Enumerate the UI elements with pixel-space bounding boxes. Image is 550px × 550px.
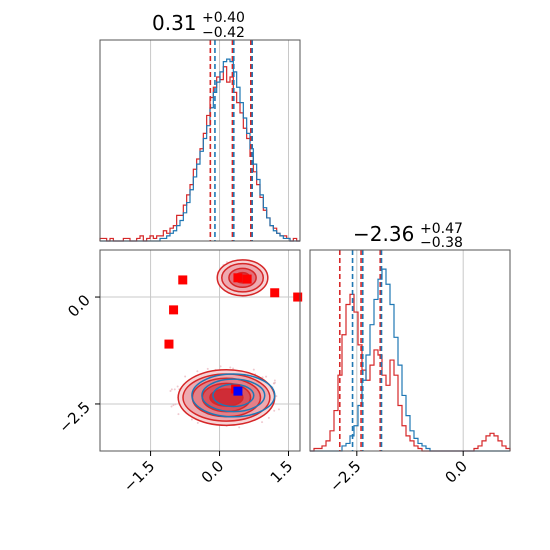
x-tick-label: 0.0 (441, 457, 471, 487)
red-marker (242, 274, 252, 284)
blue-contour (201, 378, 266, 413)
scatter-point (196, 421, 199, 424)
scatter-point (267, 416, 270, 419)
scatter-point (273, 379, 276, 382)
scatter-point (170, 405, 173, 408)
red-marker (293, 292, 303, 302)
y-tick-label: 0.0 (64, 291, 94, 321)
histogram-param2-panel (309, 249, 511, 452)
param1-title: 0.31 (152, 11, 197, 35)
param1-title-lower: −0.42 (202, 25, 245, 41)
scatter-point (170, 388, 173, 391)
red-marker (164, 339, 174, 349)
scatter-point (277, 408, 280, 411)
param2-title-upper: +0.47 (420, 221, 463, 237)
red-marker (233, 273, 243, 283)
scatter-point (232, 367, 235, 370)
x-tick-label: −1.5 (120, 457, 158, 495)
scatter-point (173, 388, 176, 391)
joint-density-frame (99, 249, 301, 452)
histogram-param1-panel (99, 39, 301, 242)
y-tick-label: −2.5 (55, 398, 93, 436)
red-marker (270, 288, 280, 298)
scatter-point (273, 409, 276, 412)
scatter-point (196, 370, 199, 373)
joint-density-panel (99, 249, 303, 452)
scatter-point (174, 403, 177, 406)
red-marker (178, 275, 188, 285)
scatter-point (229, 366, 232, 369)
scatter-point (206, 367, 209, 370)
scatter-point (177, 413, 180, 416)
scatter-point (252, 368, 255, 371)
blue-marker (233, 386, 243, 396)
blue-histogram-param2 (310, 268, 510, 452)
blue-contour (212, 383, 255, 408)
red-marker (169, 305, 179, 315)
param2-title: −2.36 (353, 222, 414, 246)
red-histogram-param2 (310, 293, 511, 452)
scatter-point (184, 375, 187, 378)
histogram-param2-frame (309, 249, 511, 452)
scatter-point (176, 385, 179, 388)
param1-title-upper: +0.40 (202, 10, 245, 26)
scatter-point (219, 365, 222, 368)
histogram-param1-frame (99, 39, 301, 242)
scatter-point (261, 376, 264, 379)
scatter-point (273, 382, 276, 385)
scatter-point (261, 421, 264, 424)
scatter-point (275, 395, 278, 398)
scatter-point (169, 389, 172, 392)
blue-contour (191, 373, 276, 418)
scatter-point (190, 418, 193, 421)
scatter-point (238, 426, 241, 429)
x-tick-label: 0.0 (198, 457, 228, 487)
param2-title-lower: −0.38 (420, 235, 463, 251)
axis-ticks: −1.5 0.0 1.5 0.0 −2.5 −2.5 0.0 (55, 291, 471, 495)
x-tick-label: −2.5 (326, 457, 364, 495)
x-tick-label: 1.5 (267, 457, 297, 487)
scatter-point (172, 404, 175, 407)
scatter-point (265, 375, 268, 378)
